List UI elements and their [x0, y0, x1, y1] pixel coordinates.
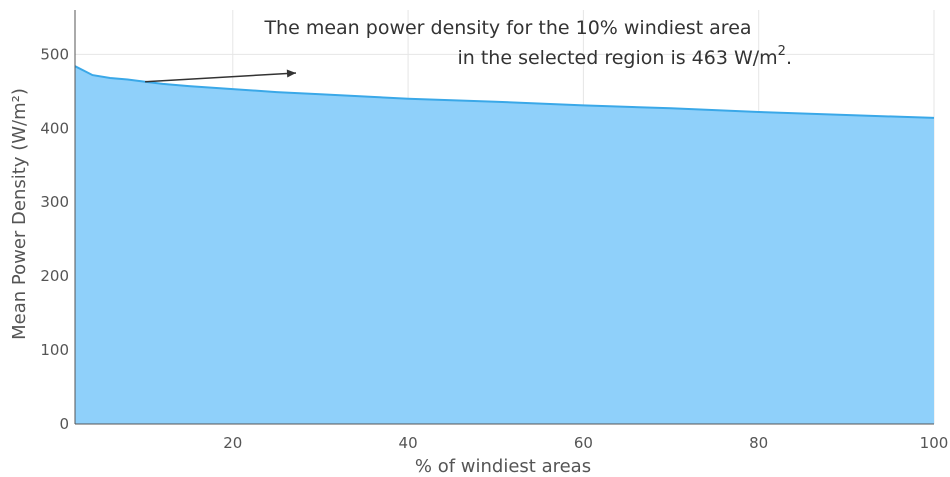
annotation-line-2-suffix: .: [786, 47, 792, 69]
area-fill: [75, 66, 934, 424]
x-tick-label: 80: [749, 434, 768, 452]
annotation-arrow: [145, 72, 297, 83]
y-tick-label: 400: [40, 119, 69, 137]
area-layer: [74, 65, 935, 424]
y-axis-title: Mean Power Density (W/m²): [9, 88, 30, 340]
tick-layer: 0 100 200 300 400 500 20 40 60 80 100: [40, 45, 948, 452]
annotation-arrowhead: [286, 69, 296, 78]
x-axis-title: % of windiest areas: [415, 456, 591, 477]
annotation-line-2-prefix: in the selected region is 463 W/m: [458, 47, 778, 69]
y-tick-label: 0: [59, 415, 69, 433]
x-tick-label: 60: [574, 434, 593, 452]
y-tick-label: 500: [40, 45, 69, 63]
series-line: [74, 65, 935, 119]
axis-layer: [74, 10, 934, 425]
annotation-line-2: in the selected region is 463 W/m2.: [458, 44, 793, 69]
x-tick-label: 40: [399, 434, 418, 452]
annotation-line-1: The mean power density for the 10% windi…: [263, 17, 751, 39]
annotation: The mean power density for the 10% windi…: [145, 17, 793, 83]
y-tick-label: 100: [40, 341, 69, 359]
annotation-superscript: 2: [778, 44, 786, 59]
y-tick-label: 300: [40, 193, 69, 211]
x-tick-label: 20: [223, 434, 242, 452]
y-tick-label: 200: [40, 267, 69, 285]
x-tick-label: 100: [920, 434, 949, 452]
